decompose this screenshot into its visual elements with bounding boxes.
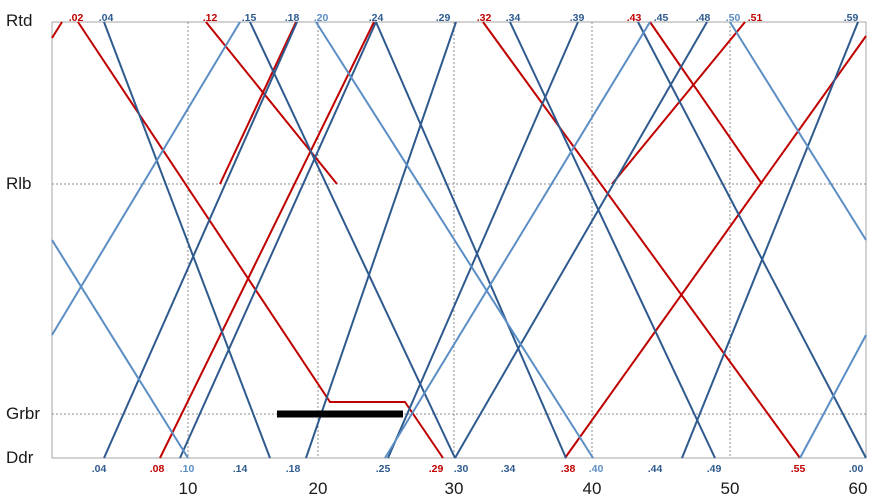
timing-line bbox=[482, 21, 801, 459]
bottom-time-label: .30 bbox=[454, 463, 469, 475]
x-tick-60: 60 bbox=[849, 479, 868, 498]
bottom-time-label: .55 bbox=[791, 463, 806, 475]
y-label-ddr: Ddr bbox=[6, 448, 34, 467]
timing-line bbox=[729, 21, 867, 241]
timing-line bbox=[315, 21, 594, 459]
bottom-labels: .04 .08 .10 .14 .18 .25 .29 .30 .34 .38 .40 .44 .49.… bbox=[92, 463, 864, 475]
bottom-time-label: .40 bbox=[589, 463, 604, 475]
top-time-label: .48 bbox=[696, 12, 711, 24]
bottom-time-label: .34 bbox=[501, 463, 516, 475]
top-time-label: .43 bbox=[627, 12, 642, 24]
top-time-label: .24 bbox=[369, 12, 384, 24]
top-time-label: .32 bbox=[477, 12, 492, 24]
timing-line bbox=[611, 21, 746, 185]
timing-line bbox=[799, 334, 867, 459]
top-time-label: .51 bbox=[748, 12, 763, 24]
timing-line bbox=[103, 21, 298, 459]
y-label-rlb: Rlb bbox=[6, 174, 32, 193]
timing-line bbox=[51, 21, 63, 39]
timing-line bbox=[387, 21, 579, 459]
timing-line bbox=[179, 21, 377, 459]
bottom-time-label: .00 bbox=[849, 463, 864, 475]
bottom-time-label: .25 bbox=[376, 463, 391, 475]
top-time-label: .20 bbox=[314, 12, 329, 24]
timing-line bbox=[564, 35, 867, 459]
bottom-time-label: .44 bbox=[648, 463, 663, 475]
timing-lines bbox=[51, 21, 867, 459]
top-time-label: .15 bbox=[242, 12, 257, 24]
timing-line bbox=[649, 21, 763, 185]
y-label-grbr: Grbr bbox=[6, 404, 40, 423]
x-tick-40: 40 bbox=[583, 479, 602, 498]
top-time-label: .34 bbox=[506, 12, 521, 24]
top-time-label: .45 bbox=[654, 12, 669, 24]
grid bbox=[52, 22, 866, 458]
timing-line bbox=[51, 21, 241, 336]
bottom-time-label: .18 bbox=[286, 463, 301, 475]
timing-line bbox=[681, 21, 859, 459]
timing-line bbox=[159, 21, 375, 459]
bottom-time-label: .49 bbox=[707, 463, 722, 475]
x-tick-20: 20 bbox=[309, 479, 328, 498]
timing-line bbox=[454, 21, 708, 459]
timing-line bbox=[77, 21, 444, 459]
bottom-time-label: .08 bbox=[150, 463, 165, 475]
top-time-label: .50 bbox=[726, 12, 741, 24]
top-time-label: .12 bbox=[203, 12, 218, 24]
timing-line bbox=[637, 21, 867, 459]
top-labels: .02 .04 .12 .15 .18 .20 .24 .29 .32 .34 .39 .43 .45.… bbox=[69, 12, 859, 24]
plot-frame bbox=[51, 21, 867, 459]
bottom-time-label: .38 bbox=[561, 463, 576, 475]
timing-line bbox=[305, 21, 457, 459]
x-tick-50: 50 bbox=[721, 479, 740, 498]
timing-line bbox=[103, 21, 271, 459]
top-time-label: .02 bbox=[69, 12, 84, 24]
top-time-label: .59 bbox=[844, 12, 859, 24]
timing-line bbox=[375, 21, 567, 459]
x-tick-10: 10 bbox=[179, 479, 198, 498]
timing-line bbox=[51, 239, 189, 459]
timing-line bbox=[384, 21, 651, 459]
top-time-label: .04 bbox=[99, 12, 114, 24]
top-time-label: .18 bbox=[285, 12, 300, 24]
x-tick-30: 30 bbox=[445, 479, 464, 498]
timing-line bbox=[249, 21, 456, 459]
bottom-time-label: .04 bbox=[92, 463, 107, 475]
y-label-rtd: Rtd bbox=[6, 11, 32, 30]
bottom-time-label: .10 bbox=[180, 463, 195, 475]
top-time-label: .29 bbox=[436, 12, 451, 24]
bottom-time-label: .14 bbox=[233, 463, 248, 475]
timing-line bbox=[509, 21, 716, 459]
top-time-label: .39 bbox=[570, 12, 585, 24]
bottom-time-label: .29 bbox=[429, 463, 444, 475]
timing-line bbox=[219, 21, 297, 185]
